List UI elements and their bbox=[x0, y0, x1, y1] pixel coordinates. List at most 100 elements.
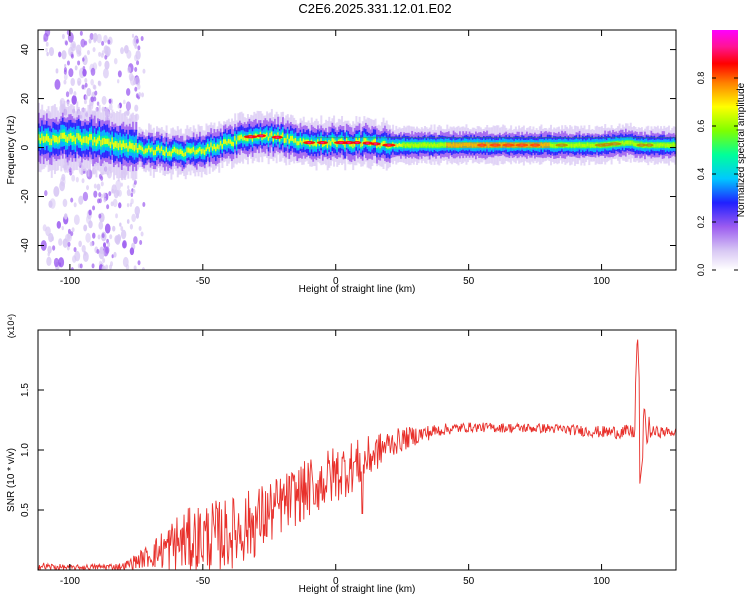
spectrogram-ridge-cell bbox=[122, 140, 125, 148]
spectrogram-core-cell bbox=[593, 142, 598, 149]
spectrogram-noise-blob bbox=[61, 226, 64, 231]
spectrogram-core-cell bbox=[653, 142, 658, 149]
spectrogram-noise-blob bbox=[96, 249, 100, 255]
spectrogram-hot-core bbox=[307, 141, 311, 144]
snr-x-tick-label: 50 bbox=[463, 576, 475, 587]
spectrogram-ridge-cell bbox=[361, 141, 364, 147]
spectrogram-noise-blob bbox=[67, 228, 71, 234]
spectrogram-ridge-cell bbox=[159, 148, 162, 153]
snr-y-tick-label: 0.5 bbox=[20, 503, 31, 517]
spectrogram-core-cell bbox=[525, 142, 531, 149]
spectrogram-ridge-cell bbox=[111, 137, 114, 145]
spectrogram-ridge-cell bbox=[267, 136, 270, 141]
spectrogram-noise-blob bbox=[82, 191, 89, 202]
spectrogram-ridge-cell bbox=[89, 133, 92, 141]
spectrogram-ridge-cell bbox=[176, 149, 179, 155]
colorbar-tick-label: 0.6 bbox=[696, 120, 706, 133]
spectrogram-ridge-cell bbox=[380, 142, 383, 147]
spectrogram-ridge-cell bbox=[243, 135, 246, 141]
spectrogram-ridge-cell bbox=[135, 142, 138, 150]
spectrogram-core-cell bbox=[430, 142, 435, 149]
spectrogram-core-cell bbox=[569, 142, 574, 149]
spectrogram-hot-core bbox=[339, 141, 343, 144]
spectrogram-ridge-cell bbox=[360, 143, 363, 148]
spectrogram-noise-blob bbox=[67, 32, 74, 43]
spectrogram-core-cell bbox=[641, 142, 646, 149]
spectrogram-ridge-cell bbox=[189, 148, 192, 154]
spectrogram-hot-core bbox=[248, 135, 253, 138]
spectrogram-core-cell bbox=[481, 142, 487, 149]
spectrogram-ridge-cell bbox=[143, 149, 146, 155]
spectrogram-noise-blob bbox=[135, 38, 139, 44]
spectrogram-core-cell bbox=[402, 142, 407, 149]
spectrogram-ridge-cell bbox=[191, 148, 194, 154]
spectrogram-ridge-cell bbox=[226, 141, 229, 146]
spectrogram-noise-blob bbox=[74, 65, 78, 71]
spectrogram-core-cell bbox=[557, 142, 562, 149]
spectrogram-ridge-cell bbox=[398, 142, 401, 147]
spectrogram-noise-blob bbox=[129, 247, 135, 256]
spectrogram-noise-blob bbox=[98, 51, 102, 57]
spectrogram-noise-blob bbox=[117, 79, 120, 84]
spectrogram-noise-blob bbox=[104, 60, 110, 70]
spectrogram-ridge-cell bbox=[63, 132, 66, 139]
spectrogram-noise-blob bbox=[58, 257, 65, 268]
page-title: C2E6.2025.331.12.01.E02 bbox=[298, 1, 452, 16]
spectrogram-ridge-cell bbox=[49, 138, 52, 146]
spectrogram-ridge-cell bbox=[168, 151, 171, 156]
spectrogram-noise-blob bbox=[82, 68, 87, 77]
spectrogram-core-cell bbox=[585, 142, 590, 149]
spectrogram-ridge-cell bbox=[68, 134, 71, 141]
spectrogram-core-cell bbox=[438, 142, 443, 149]
spectrogram-ridge-cell bbox=[140, 145, 143, 151]
spectrogram-ridge-cell bbox=[223, 139, 226, 145]
spectrogram-ridge-cell bbox=[251, 136, 254, 142]
spectrogram-ridge-cell bbox=[396, 144, 399, 148]
spectrogram-ridge-cell bbox=[219, 140, 222, 146]
spectrogram-noise-blob bbox=[109, 264, 113, 270]
spectrogram-ridge-cell bbox=[211, 146, 214, 151]
spectrogram-ridge-cell bbox=[157, 145, 160, 151]
spectrogram-core-cell bbox=[597, 142, 602, 149]
spectrogram-noise-blob bbox=[115, 179, 122, 191]
spectrogram-noise-blob bbox=[42, 224, 47, 232]
spectrogram-core-cell bbox=[442, 142, 447, 149]
spectrogram-ridge-cell bbox=[199, 146, 202, 152]
spectrogram-ridge-cell bbox=[53, 135, 56, 143]
spectrogram-ridge-cell bbox=[208, 146, 211, 152]
spectrogram-core-cell bbox=[521, 142, 527, 149]
spectrogram-ridge-cell bbox=[47, 136, 50, 143]
spectrogram-noise-blob bbox=[116, 189, 120, 197]
spectrogram-noise-blob bbox=[113, 57, 118, 65]
spectrogram-noise-blob bbox=[127, 66, 132, 74]
spectrogram-noise-blob bbox=[79, 30, 83, 36]
spectrogram-ridge-cell bbox=[85, 136, 88, 144]
spectrogram-ridge-cell bbox=[293, 138, 296, 143]
spectrogram-ridge-cell bbox=[315, 142, 318, 147]
snr-x-tick-label: 100 bbox=[593, 576, 610, 587]
spectrogram-ridge-cell bbox=[299, 138, 302, 143]
spectrogram-noise-blob bbox=[98, 192, 102, 198]
spectrogram-core-cell bbox=[561, 142, 566, 149]
spectrogram-noise-blob bbox=[90, 67, 96, 76]
spectrogram-noise-blob bbox=[89, 32, 94, 41]
spectrogram-ridge-cell bbox=[144, 148, 147, 154]
spectrogram-x-tick-label: 0 bbox=[333, 276, 339, 287]
spectrogram-core-cell bbox=[446, 142, 451, 149]
spectrogram-ridge-cell bbox=[328, 139, 331, 145]
spectrogram-ridge-cell bbox=[221, 144, 224, 149]
spectrogram-core-cell bbox=[649, 142, 654, 149]
spectrogram-ridge-cell bbox=[374, 138, 377, 144]
spectrogram-noise-blob bbox=[105, 51, 109, 57]
spectrogram-noise-blob bbox=[72, 43, 76, 49]
spectrogram-ridge-cell bbox=[242, 136, 245, 141]
spectrogram-ridge-cell bbox=[232, 141, 235, 147]
spectrogram-noise-blob bbox=[90, 79, 94, 86]
spectrogram-ridge-cell bbox=[41, 133, 44, 141]
spectrogram-ridge-cell bbox=[237, 135, 240, 141]
spectrogram-ridge-cell bbox=[355, 138, 358, 144]
spectrogram-ridge-cell bbox=[270, 131, 273, 137]
spectrogram-noise-blob bbox=[82, 66, 86, 71]
spectrogram-ridge-cell bbox=[76, 133, 79, 139]
spectrogram-noise-blob bbox=[134, 54, 138, 62]
